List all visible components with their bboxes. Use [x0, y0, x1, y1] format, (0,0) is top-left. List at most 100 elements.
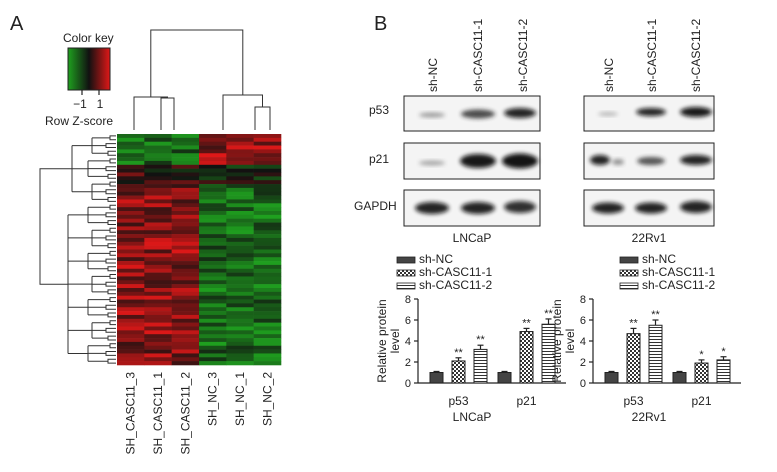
lane-label: sh-CASC11-1: [645, 19, 659, 92]
heatmap-cell: [144, 187, 172, 193]
band: [598, 112, 618, 116]
heatmap-cell: [144, 295, 172, 300]
band: [612, 159, 624, 165]
heatmap-cell: [253, 180, 282, 185]
heatmap-cell: [253, 237, 282, 243]
heatmap-cell: [144, 226, 172, 231]
heatmap-cell: [253, 241, 282, 246]
heatmap-cell: [171, 280, 200, 285]
heatmap-cell: [226, 237, 254, 243]
heatmap-cell: [117, 211, 145, 216]
heatmap-cell: [144, 361, 172, 366]
significance-mark: *: [721, 346, 726, 358]
heatmap-cell: [144, 199, 172, 204]
heatmap-cell: [171, 207, 200, 212]
heatmap-cell: [117, 157, 145, 162]
heatmap-cell: [117, 276, 145, 281]
heatmap-cell: [253, 168, 282, 173]
heatmap-cell: [226, 176, 254, 181]
legend-swatch: [619, 282, 639, 290]
bar: [626, 333, 641, 384]
heatmap-cell: [253, 230, 282, 235]
heatmap-cell: [117, 176, 145, 181]
heatmap-cell: [144, 237, 172, 243]
heatmap-cell: [144, 164, 172, 169]
heatmap-cell: [226, 291, 254, 296]
heatmap-cell: [144, 234, 172, 239]
legend-label: sh-CASC11-1: [642, 265, 715, 279]
heatmap-cell: [199, 345, 227, 350]
bar: [451, 360, 466, 384]
heatmap-cell: [226, 137, 254, 142]
heatmap-cell: [144, 184, 172, 189]
protein-label-p21: p21: [369, 152, 389, 166]
heatmap-cell: [226, 222, 254, 227]
lane-label: sh-CASC11-1: [471, 19, 485, 92]
heatmap-cell: [144, 280, 172, 285]
heatmap-cell: [253, 357, 282, 362]
heatmap-cell: [144, 257, 172, 262]
heatmap-cell: [199, 176, 227, 181]
heatmap-cell: [226, 314, 254, 320]
heatmap-cell: [117, 272, 145, 277]
heatmap-cell: [226, 345, 254, 350]
heatmap-cell: [226, 234, 254, 239]
heatmap-cell: [171, 176, 200, 181]
heatmap-cell: [253, 299, 282, 304]
heatmap-cell: [253, 345, 282, 350]
heatmap-cell: [171, 241, 200, 246]
heatmap-cell: [171, 284, 200, 289]
heatmap-cell: [199, 203, 227, 208]
heatmap-cell: [226, 226, 254, 231]
heatmap-cell: [144, 272, 172, 277]
heatmap-cell: [117, 230, 145, 235]
heatmap-cell: [199, 257, 227, 262]
heatmap-cell: [117, 214, 145, 219]
panel-label-b: B: [374, 13, 387, 35]
heatmap-cell: [171, 187, 200, 193]
protein-label-gapdh: GAPDH: [354, 199, 397, 213]
heatmap-cell: [171, 303, 200, 308]
heatmap-cell: [199, 303, 227, 308]
heatmap-cell: [199, 338, 227, 343]
heatmap-cell: [171, 164, 200, 169]
bar: [694, 362, 709, 384]
heatmap-cell: [171, 341, 200, 347]
heatmap-cell: [171, 334, 200, 339]
band: [419, 112, 445, 118]
heatmap-cell: [117, 207, 145, 212]
heatmap-cell: [144, 245, 172, 250]
legend-label: sh-CASC11-2: [419, 278, 492, 292]
color-key-tick-high: 1: [97, 97, 104, 111]
heatmap-cell: [144, 338, 172, 343]
heatmap-cell: [199, 326, 227, 331]
heatmap-cell: [226, 191, 254, 196]
heatmap-cell: [199, 295, 227, 300]
heatmap-cell: [199, 341, 227, 347]
heatmap-cell: [199, 249, 227, 254]
band: [460, 154, 496, 168]
heatmap-cell: [171, 268, 200, 273]
heatmap-cell: [199, 191, 227, 196]
heatmap-cell: [117, 134, 145, 139]
heatmap-cell: [117, 137, 145, 142]
heatmap-cell: [144, 345, 172, 350]
heatmap-cell: [171, 330, 200, 335]
heatmap-cell: [253, 264, 282, 270]
heatmap-cell: [117, 314, 145, 320]
heatmap-cell: [144, 314, 172, 320]
heatmap-cell: [226, 153, 254, 158]
legend-label: sh-NC: [419, 252, 453, 266]
heatmap-cell: [226, 264, 254, 270]
heatmap-column-label: SH_CASC11_3: [124, 372, 138, 455]
band: [415, 202, 449, 214]
heatmap-cell: [199, 207, 227, 212]
heatmap-cell: [171, 172, 200, 177]
heatmap-cell: [144, 268, 172, 273]
heatmap-cell: [144, 299, 172, 304]
y-tick-label: 0: [580, 378, 586, 390]
heatmap-cell: [199, 168, 227, 173]
heatmap-cell: [171, 134, 200, 139]
lane-label: sh-CASC11-2: [516, 19, 530, 92]
heatmap-cell: [253, 141, 282, 146]
